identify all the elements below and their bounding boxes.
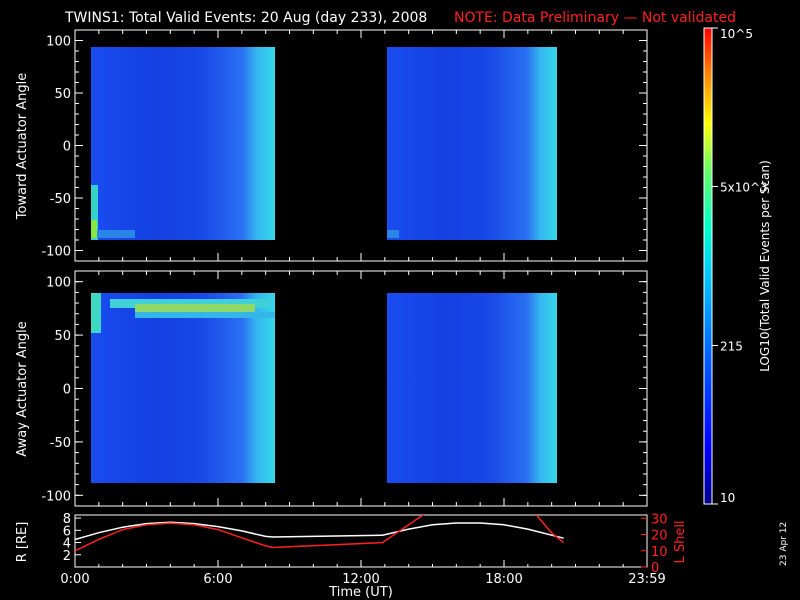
colorbar-tick-label: 10 [720, 491, 735, 505]
away-block-2 [387, 293, 557, 483]
orbit-right-tick-label: 10 [651, 545, 668, 560]
y-tick-label: 50 [54, 329, 71, 344]
y-tick-label: 100 [46, 276, 71, 291]
colorbar-tick-label: 215 [720, 339, 743, 353]
orbit-right-tick-label: 0 [651, 561, 659, 576]
orbit-lines [75, 515, 565, 552]
y-tick-label: -100 [41, 245, 71, 260]
y-tick-label: 0 [63, 140, 71, 155]
toward-block-1 [91, 47, 275, 240]
orbit-left-label: R [RE] [15, 522, 30, 563]
y-tick-label: -50 [50, 436, 71, 451]
away-block-1-band-core [135, 304, 255, 313]
x-tick-label: 18:00 [485, 572, 522, 587]
y-tick-label: -100 [41, 489, 71, 504]
chart-title: TWINS1: Total Valid Events: 20 Aug (day … [64, 10, 427, 26]
away-y-label: Away Actuator Angle [15, 321, 30, 456]
colorbar-ticks: 10 215 5x10^3 10^5 [712, 27, 768, 505]
away-heatmap [91, 293, 557, 483]
orbit-series-r [75, 521, 564, 541]
orbit-series-l-shell [75, 515, 565, 552]
away-block-1-band-lower [135, 312, 275, 318]
y-tick-label: 100 [46, 35, 71, 50]
toward-y-label: Toward Actuator Angle [15, 73, 30, 220]
toward-block-2 [387, 47, 557, 240]
away-block-1 [91, 293, 275, 483]
x-tick-label: 12:00 [342, 572, 379, 587]
chart-note: NOTE: Data Preliminary — Not validated [454, 10, 736, 26]
colorbar-tick-label: 10^5 [720, 27, 753, 41]
toward-block-2-bottom-feature [387, 230, 399, 238]
orbit-left-tick-label: 6 [63, 524, 71, 539]
orbit-right-label: L Shell [673, 520, 688, 563]
away-block-1-edge-feature [91, 293, 101, 333]
toward-block-1-edge-feature [91, 185, 98, 240]
y-tick-label: 0 [63, 383, 71, 398]
away-y-axis: 100 50 0 -50 -100 [41, 271, 648, 506]
orbit-right-tick-label: 30 [651, 512, 668, 527]
toward-heatmap [91, 47, 557, 240]
orbit-left-tick-label: 2 [63, 549, 71, 564]
colorbar-tick-label: 5x10^3 [720, 181, 768, 195]
toward-block-1-edge-hotspot [91, 220, 97, 238]
toward-y-axis: 100 50 0 -50 -100 [41, 30, 648, 261]
x-tick-label: 6:00 [203, 572, 232, 587]
y-tick-label: -50 [50, 192, 71, 207]
toward-block-1-bottom-feature [97, 230, 135, 238]
x-tick-label: 0:00 [60, 572, 89, 587]
x-axis-label: Time (UT) [328, 585, 393, 600]
orbit-left-tick-label: 4 [63, 537, 71, 552]
date-stamp: 23 Apr 12 [779, 522, 789, 566]
colorbar-label: LOG10(Total Valid Events per Scan) [758, 160, 772, 372]
orbit-right-tick-label: 20 [651, 529, 668, 544]
y-tick-label: 50 [54, 87, 71, 102]
x-tick-label: 23:59 [628, 572, 665, 587]
colorbar [703, 27, 713, 505]
away-block-1-band [110, 299, 270, 308]
orbit-left-tick-label: 8 [63, 512, 71, 527]
